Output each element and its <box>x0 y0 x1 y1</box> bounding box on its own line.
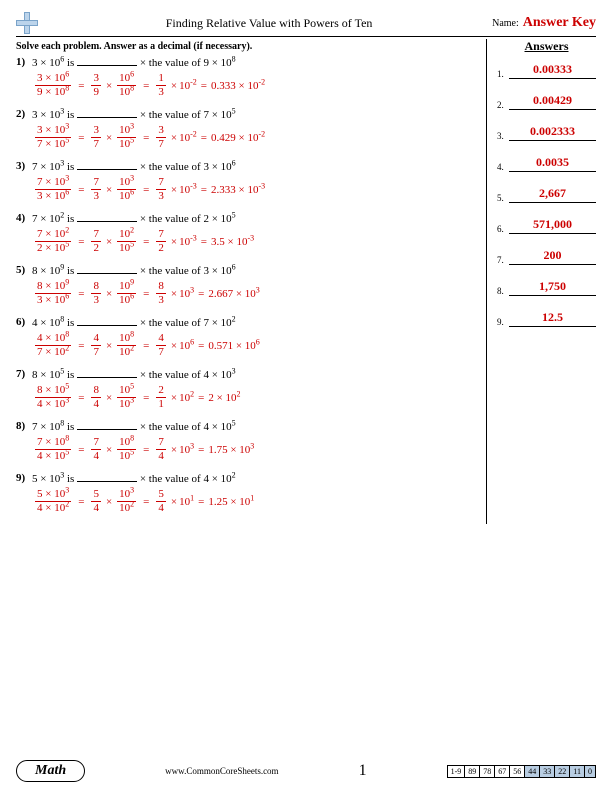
score-cell: 11 <box>570 766 585 777</box>
problem-number: 2) <box>16 108 32 120</box>
problems-column: Solve each problem. Answer as a decimal … <box>16 39 486 524</box>
problem: 1)3 × 106 is × the value of 9 × 108 3 × 1… <box>16 56 478 98</box>
score-cell: 67 <box>495 766 510 777</box>
answer-number: 7. <box>497 255 509 265</box>
worked-solution: 5 × 1034 × 102=54×103102=54×101=1.25 × 1… <box>32 489 478 514</box>
answer-blank <box>77 368 137 378</box>
problem-number: 1) <box>16 56 32 68</box>
worked-solution: 7 × 1022 × 105=72×102105=72×10-3=3.5 × 1… <box>32 229 478 254</box>
answer-number: 8. <box>497 286 509 296</box>
problem-text: 7 × 103 is × the value of 3 × 106 <box>32 160 236 173</box>
answer-number: 4. <box>497 162 509 172</box>
answers-header: Answers <box>497 39 596 54</box>
worked-solution: 3 × 1037 × 105=37×103105=37×10-2=0.429 ×… <box>32 125 478 150</box>
answer-row: 8.1,750 <box>497 279 596 296</box>
problem-number: 5) <box>16 264 32 276</box>
subject-box: Math <box>16 760 85 782</box>
answer-blank <box>77 264 137 274</box>
answer-blank <box>77 472 137 482</box>
problem: 2)3 × 103 is × the value of 7 × 105 3 × 1… <box>16 108 478 150</box>
problem: 5)8 × 109 is × the value of 3 × 106 8 × 1… <box>16 264 478 306</box>
worked-solution: 8 × 1054 × 103=84×105103=21×102=2 × 102 <box>32 385 478 410</box>
instructions: Solve each problem. Answer as a decimal … <box>16 41 478 52</box>
problem: 6)4 × 108 is × the value of 7 × 102 4 × 1… <box>16 316 478 358</box>
problem: 3)7 × 103 is × the value of 3 × 106 7 × 1… <box>16 160 478 202</box>
score-strip: 1-989786756443322110 <box>447 765 596 778</box>
answer-number: 9. <box>497 317 509 327</box>
answer-blank <box>77 420 137 430</box>
answer-blank <box>77 316 137 326</box>
answer-value: 0.00333 <box>509 62 596 79</box>
answer-number: 6. <box>497 224 509 234</box>
answer-blank <box>77 212 137 222</box>
answer-value: 200 <box>509 248 596 265</box>
answer-number: 3. <box>497 131 509 141</box>
footer-url: www.CommonCoreSheets.com <box>165 766 278 776</box>
problem-text: 5 × 103 is × the value of 4 × 102 <box>32 472 236 485</box>
problem-text: 7 × 108 is × the value of 4 × 105 <box>32 420 236 433</box>
score-cell: 89 <box>465 766 480 777</box>
answer-blank <box>77 108 137 118</box>
worked-solution: 4 × 1087 × 102=47×108102=47×106=0.571 × … <box>32 333 478 358</box>
answer-value: 0.0035 <box>509 155 596 172</box>
answer-value: 0.002333 <box>509 124 596 141</box>
score-cell: 0 <box>585 766 595 777</box>
worked-solution: 7 × 1033 × 106=73×103106=73×10-3=2.333 ×… <box>32 177 478 202</box>
answer-row: 7.200 <box>497 248 596 265</box>
page-title: Finding Relative Value with Powers of Te… <box>46 16 492 31</box>
score-label: 1-9 <box>448 766 466 777</box>
problem-number: 3) <box>16 160 32 172</box>
answer-number: 1. <box>497 69 509 79</box>
problem-number: 8) <box>16 420 32 432</box>
answer-number: 5. <box>497 193 509 203</box>
answer-row: 1.0.00333 <box>497 62 596 79</box>
answer-blank <box>77 160 137 170</box>
answer-row: 5.2,667 <box>497 186 596 203</box>
answer-row: 6.571,000 <box>497 217 596 234</box>
answer-value: 1,750 <box>509 279 596 296</box>
problem: 7)8 × 105 is × the value of 4 × 103 8 × 1… <box>16 368 478 410</box>
answer-row: 2.0.00429 <box>497 93 596 110</box>
problem-number: 4) <box>16 212 32 224</box>
worked-solution: 8 × 1093 × 106=83×109106=83×103=2.667 × … <box>32 281 478 306</box>
problem: 8)7 × 108 is × the value of 4 × 105 7 × 1… <box>16 420 478 462</box>
answers-column: Answers 1.0.003332.0.004293.0.0023334.0.… <box>486 39 596 524</box>
problem-text: 3 × 103 is × the value of 7 × 105 <box>32 108 236 121</box>
problem-number: 6) <box>16 316 32 328</box>
problem-text: 4 × 108 is × the value of 7 × 102 <box>32 316 236 329</box>
logo-plus-icon <box>16 12 38 34</box>
page-number: 1 <box>359 762 367 780</box>
header: Finding Relative Value with Powers of Te… <box>16 12 596 37</box>
answer-key-label: Answer Key <box>523 15 596 31</box>
score-cell: 56 <box>510 766 525 777</box>
score-cell: 33 <box>540 766 555 777</box>
problem-text: 8 × 105 is × the value of 4 × 103 <box>32 368 236 381</box>
answer-row: 9.12.5 <box>497 310 596 327</box>
answer-row: 4.0.0035 <box>497 155 596 172</box>
answer-row: 3.0.002333 <box>497 124 596 141</box>
answer-value: 571,000 <box>509 217 596 234</box>
answer-number: 2. <box>497 100 509 110</box>
problem-number: 7) <box>16 368 32 380</box>
problem-text: 3 × 106 is × the value of 9 × 108 <box>32 56 236 69</box>
worked-solution: 3 × 1069 × 108=39×106108=13×10-2=0.333 ×… <box>32 73 478 98</box>
name-label: Name: <box>492 18 519 29</box>
score-cell: 44 <box>525 766 540 777</box>
answer-value: 12.5 <box>509 310 596 327</box>
problem-text: 8 × 109 is × the value of 3 × 106 <box>32 264 236 277</box>
score-cell: 78 <box>480 766 495 777</box>
answer-blank <box>77 56 137 66</box>
footer: Math www.CommonCoreSheets.com 1 1-989786… <box>16 760 596 782</box>
problem: 4)7 × 102 is × the value of 2 × 105 7 × 1… <box>16 212 478 254</box>
answer-value: 0.00429 <box>509 93 596 110</box>
problem-text: 7 × 102 is × the value of 2 × 105 <box>32 212 236 225</box>
problem: 9)5 × 103 is × the value of 4 × 102 5 × 1… <box>16 472 478 514</box>
score-cell: 22 <box>555 766 570 777</box>
problem-number: 9) <box>16 472 32 484</box>
answer-value: 2,667 <box>509 186 596 203</box>
worked-solution: 7 × 1084 × 105=74×108105=74×103=1.75 × 1… <box>32 437 478 462</box>
